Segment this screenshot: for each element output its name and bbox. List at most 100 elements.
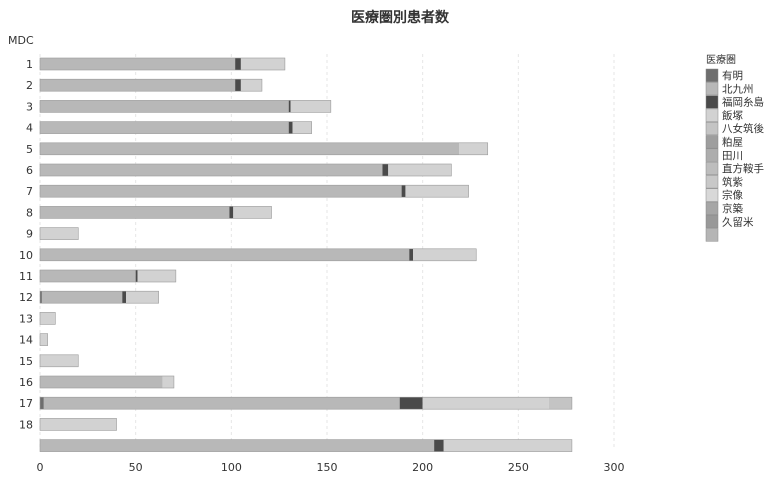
bar-segment <box>409 248 414 261</box>
bar-segment <box>126 291 159 304</box>
bar-segment <box>292 121 312 134</box>
x-tick-labels: 0 50 100 150 200 250 300 <box>37 461 625 474</box>
bar-outline <box>39 57 286 71</box>
y-tick-label: 18 <box>19 418 33 431</box>
legend-label: 有明 <box>722 69 743 82</box>
bar-segment <box>135 270 138 282</box>
bar-segment <box>382 164 389 176</box>
legend-title: 医療圏 <box>706 53 736 66</box>
legend-label: 直方鞍手 <box>722 162 764 175</box>
y-tick-label: 2 <box>26 79 33 92</box>
bar-segment <box>40 270 136 282</box>
legend-swatch <box>705 95 719 109</box>
y-tick-label: 14 <box>19 334 33 347</box>
bar-outline <box>39 418 117 431</box>
legend-swatch <box>705 215 719 229</box>
legend-swatch <box>705 68 719 82</box>
y-tick-label: 3 <box>26 100 33 113</box>
y-tick-label: 17 <box>19 397 33 410</box>
bar-segment <box>388 164 452 176</box>
y-tick-label: 9 <box>26 228 33 241</box>
legend-swatch <box>705 82 719 96</box>
bar-outline <box>39 354 79 368</box>
bar-segment <box>162 376 174 388</box>
legend-label: 久留米 <box>722 215 754 228</box>
bar-segment <box>40 227 79 240</box>
bar-segment <box>233 206 272 219</box>
bar-segment <box>122 291 127 304</box>
legend-label: 宗像 <box>722 189 743 202</box>
bar-outline <box>39 375 175 389</box>
legend-swatch <box>705 228 719 242</box>
bar-outline <box>39 396 573 410</box>
legend-label: 飯塚 <box>722 109 743 122</box>
bar-segment <box>459 142 488 155</box>
y-tick-label: 12 <box>19 291 33 304</box>
bar-segment <box>399 397 423 410</box>
bar-outline <box>39 290 159 304</box>
bar-segment <box>40 248 410 261</box>
x-tick-label: 200 <box>412 461 433 474</box>
bar-segment <box>235 58 241 70</box>
y-tick-label: 15 <box>19 355 33 368</box>
bar-segment <box>434 439 444 452</box>
bar-segment <box>401 185 406 198</box>
legend-label: 八女筑後 <box>722 122 764 135</box>
bar-segment <box>413 248 477 261</box>
bar-outline <box>39 269 177 283</box>
legend-label: 田川 <box>722 150 743 162</box>
bar-outline <box>39 121 312 134</box>
bar-outline <box>39 163 452 177</box>
bar-segment <box>40 312 56 325</box>
legend-swatch <box>705 175 719 189</box>
legend-swatch <box>705 201 719 215</box>
bar-outline <box>39 100 332 113</box>
y-tick-label: 13 <box>19 312 33 325</box>
y-tick-label: 4 <box>26 122 33 135</box>
bar-outline <box>39 333 48 346</box>
bar-segment <box>40 58 236 70</box>
bar-segment <box>40 291 42 304</box>
y-tick-label: 6 <box>26 164 33 177</box>
bar-segment <box>235 79 241 92</box>
bar-segment <box>40 79 236 92</box>
x-tick-label: 100 <box>221 461 242 474</box>
y-tick-label: 5 <box>26 143 33 156</box>
bar-segment <box>43 397 400 410</box>
y-tick-label: 7 <box>26 185 33 198</box>
legend-label: 京築 <box>722 202 743 215</box>
bar-segment <box>405 185 469 198</box>
bars <box>39 57 573 452</box>
legend-swatch <box>705 108 719 122</box>
legend-label: 筑紫 <box>722 175 743 188</box>
bar-segment <box>229 206 234 219</box>
bar-segment <box>40 206 230 219</box>
bar-segment <box>240 79 262 92</box>
bar-segment <box>40 333 48 346</box>
bar-segment <box>288 121 293 134</box>
bar-segment <box>40 418 117 431</box>
y-tick-label: 10 <box>19 249 33 262</box>
bar-outline <box>39 78 263 92</box>
y-axis-label: MDC <box>8 34 34 47</box>
bar-outline <box>39 184 469 198</box>
x-tick-label: 150 <box>317 461 338 474</box>
bar-segment <box>41 291 123 304</box>
bar-segment <box>443 439 572 452</box>
legend-label: 福岡糸島 <box>722 96 764 109</box>
y-tick-label: 1 <box>26 58 33 71</box>
bar-segment <box>40 439 435 452</box>
legend-label: 粕屋 <box>722 136 743 149</box>
bar-segment <box>40 376 163 388</box>
x-tick-label: 50 <box>129 461 143 474</box>
legend-swatch <box>705 188 719 202</box>
bar-segment <box>40 142 460 155</box>
bar-outline <box>39 206 272 219</box>
bar-segment <box>548 397 572 410</box>
bar-outline <box>39 312 56 325</box>
bar-segment <box>288 100 291 113</box>
